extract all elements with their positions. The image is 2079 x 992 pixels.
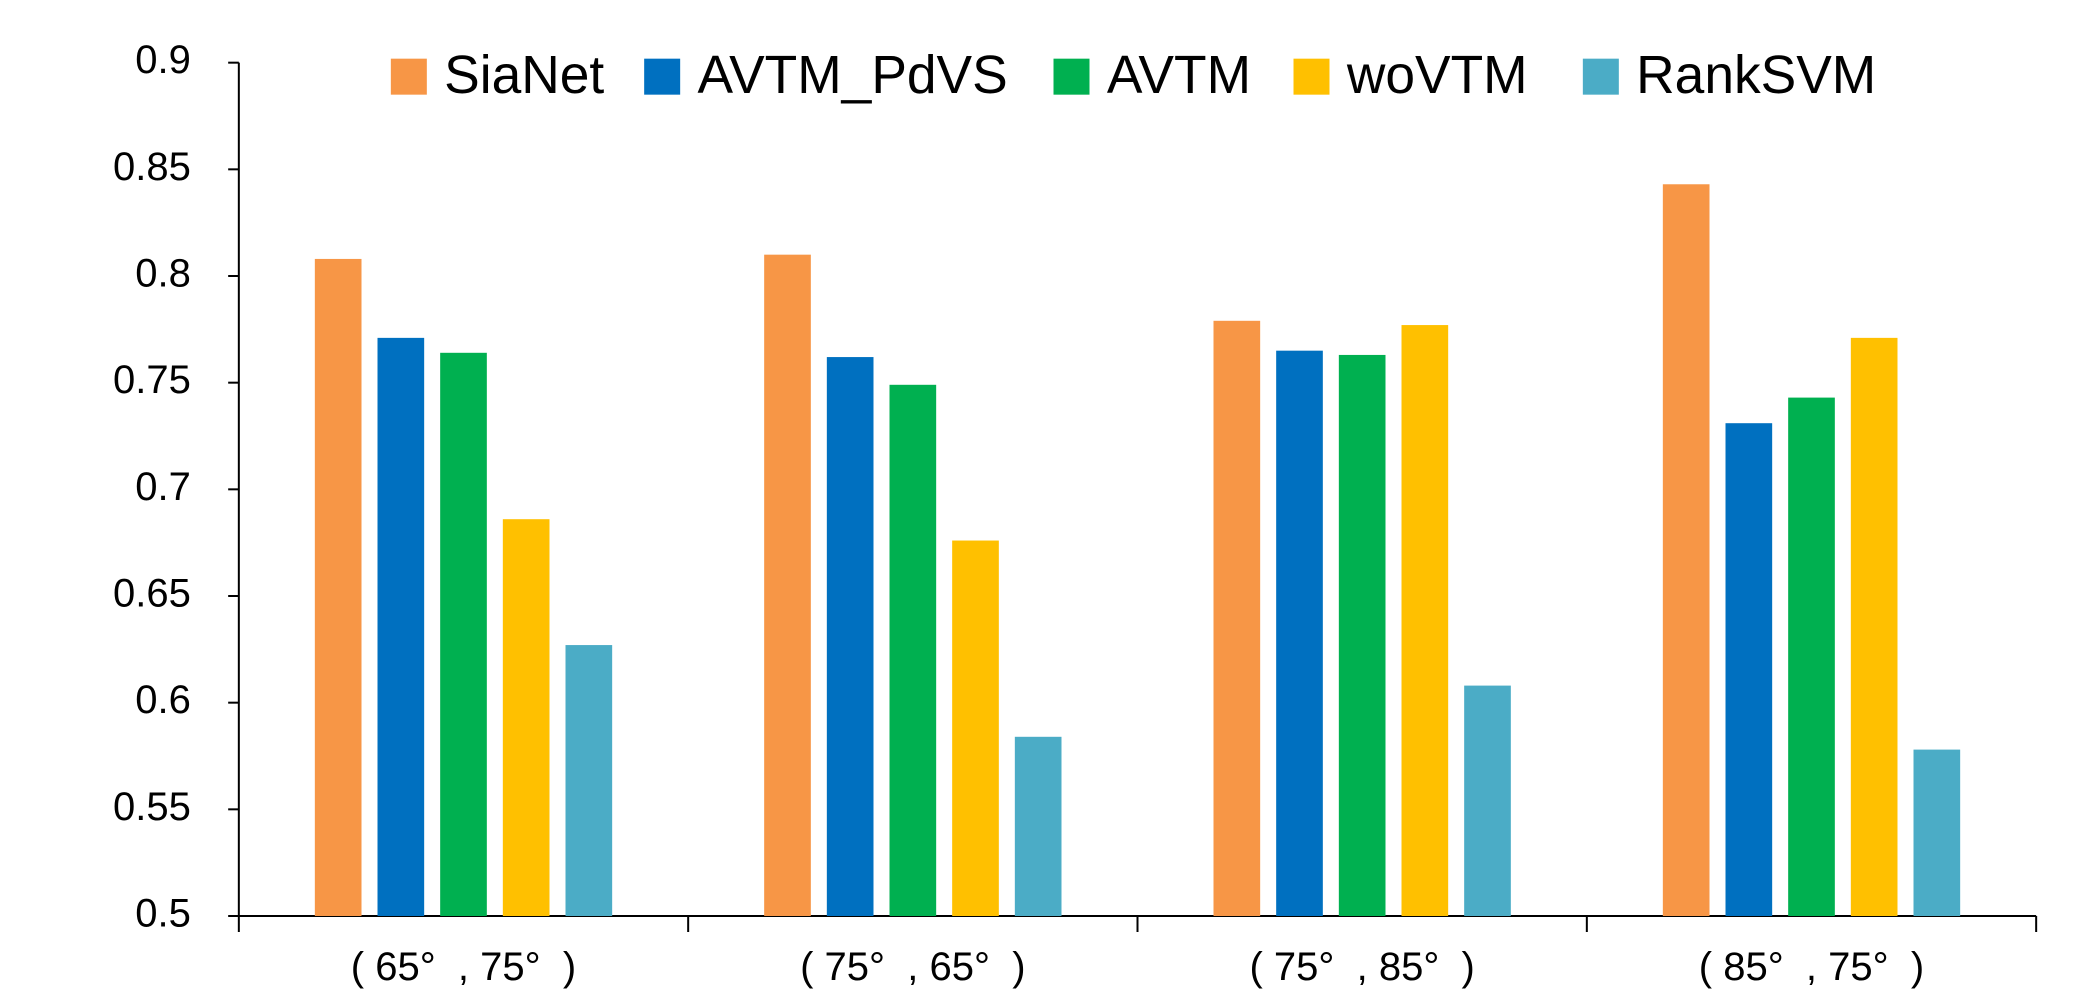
y-tick-label: 0.6 bbox=[135, 678, 191, 722]
x-tick-label: ( 75° , 85° ) bbox=[1249, 945, 1474, 989]
x-tick-label: ( 85° , 75° ) bbox=[1699, 945, 1924, 989]
legend-label: AVTM_PdVS bbox=[698, 46, 1008, 105]
bar bbox=[314, 258, 362, 916]
bar bbox=[502, 519, 550, 916]
bar bbox=[1338, 354, 1386, 916]
y-tick-label: 0.9 bbox=[135, 38, 191, 82]
x-tick-label: ( 65° , 75° ) bbox=[351, 945, 576, 989]
bar bbox=[1276, 350, 1323, 917]
legend-swatch bbox=[1293, 58, 1330, 95]
bar bbox=[1213, 320, 1261, 916]
bar bbox=[1788, 397, 1835, 917]
y-tick-label: 0.85 bbox=[113, 145, 191, 189]
bar bbox=[1464, 685, 1511, 916]
legend-label: woVTM bbox=[1346, 46, 1528, 105]
y-tick-label: 0.65 bbox=[113, 572, 191, 616]
legend-swatch bbox=[1582, 58, 1619, 95]
y-tick-label: 0.7 bbox=[135, 465, 191, 509]
legend-swatch bbox=[644, 58, 681, 95]
y-tick-label: 0.75 bbox=[113, 358, 191, 402]
bar bbox=[1913, 749, 1961, 916]
bar bbox=[440, 352, 487, 916]
legend-label: RankSVM bbox=[1636, 46, 1876, 105]
bar bbox=[1850, 337, 1898, 916]
legend-swatch bbox=[1053, 58, 1090, 95]
bar bbox=[889, 384, 937, 916]
legend-label: SiaNet bbox=[444, 46, 604, 105]
y-tick-label: 0.5 bbox=[135, 892, 191, 936]
bar bbox=[764, 254, 811, 916]
bar bbox=[1725, 423, 1773, 916]
legend-label: AVTM bbox=[1107, 46, 1251, 105]
x-tick-label: ( 75° , 65° ) bbox=[800, 945, 1025, 989]
bar bbox=[565, 645, 613, 916]
bar bbox=[952, 540, 999, 916]
y-tick-label: 0.8 bbox=[135, 252, 191, 296]
bar bbox=[1014, 736, 1062, 916]
legend-swatch bbox=[390, 58, 427, 95]
bar bbox=[826, 357, 874, 916]
bar bbox=[377, 337, 425, 916]
bar bbox=[1401, 325, 1449, 917]
bar bbox=[1662, 184, 1710, 916]
y-tick-label: 0.55 bbox=[113, 785, 191, 829]
